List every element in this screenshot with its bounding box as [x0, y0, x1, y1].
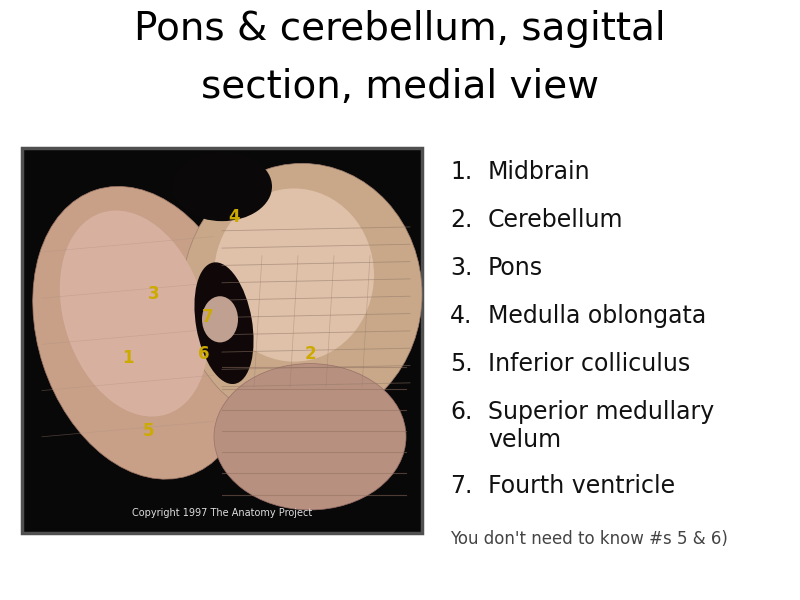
- Bar: [22, 148, 422, 533]
- Text: Pons: Pons: [488, 256, 543, 280]
- Text: 5: 5: [142, 422, 154, 440]
- Ellipse shape: [194, 262, 254, 384]
- Text: Cerebellum: Cerebellum: [488, 208, 623, 232]
- Text: 3: 3: [148, 286, 160, 304]
- Text: 5.: 5.: [450, 352, 473, 376]
- Text: You don't need to know #s 5 & 6): You don't need to know #s 5 & 6): [450, 530, 728, 548]
- Text: 7.: 7.: [450, 474, 472, 498]
- Ellipse shape: [182, 163, 422, 425]
- Text: Inferior colliculus: Inferior colliculus: [488, 352, 690, 376]
- Ellipse shape: [202, 296, 238, 343]
- Text: 1: 1: [122, 349, 134, 367]
- Text: Fourth ventricle: Fourth ventricle: [488, 474, 675, 498]
- Text: Superior medullary
velum: Superior medullary velum: [488, 400, 714, 452]
- Ellipse shape: [60, 211, 208, 416]
- Ellipse shape: [214, 364, 406, 510]
- Text: 6.: 6.: [450, 400, 472, 424]
- Text: 1.: 1.: [450, 160, 472, 184]
- Ellipse shape: [33, 187, 251, 479]
- Text: 6: 6: [198, 345, 210, 363]
- Text: 4: 4: [228, 208, 240, 226]
- Text: 2: 2: [304, 345, 316, 363]
- Text: 3.: 3.: [450, 256, 472, 280]
- Text: 2.: 2.: [450, 208, 472, 232]
- Text: Midbrain: Midbrain: [488, 160, 590, 184]
- Text: Pons & cerebellum, sagittal: Pons & cerebellum, sagittal: [134, 10, 666, 48]
- Text: 7: 7: [202, 308, 214, 326]
- Ellipse shape: [172, 152, 272, 221]
- Text: 4.: 4.: [450, 304, 472, 328]
- Text: Copyright 1997 The Anatomy Project: Copyright 1997 The Anatomy Project: [132, 508, 312, 518]
- Text: section, medial view: section, medial view: [201, 68, 599, 106]
- Ellipse shape: [214, 188, 374, 362]
- Text: Medulla oblongata: Medulla oblongata: [488, 304, 706, 328]
